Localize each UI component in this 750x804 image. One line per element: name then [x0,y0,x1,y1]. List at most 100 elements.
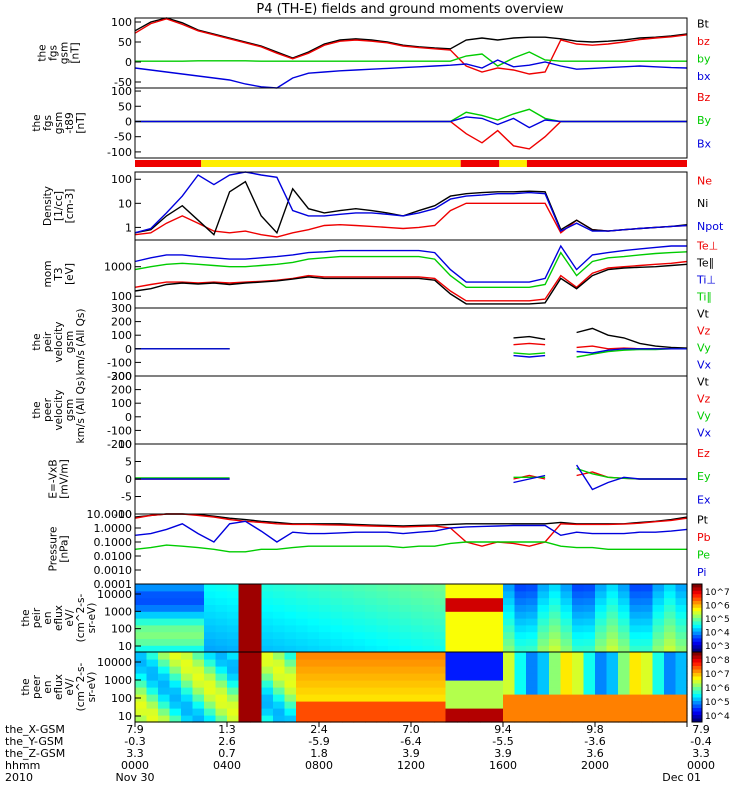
heat-cell [215,666,228,674]
legend-entry: Pe [697,549,710,562]
legend-entry: Vz [697,324,711,337]
heat-cell [560,652,573,660]
heat-cell [192,618,205,626]
heat-cell [273,604,286,612]
heat-cell [135,618,148,626]
heat-cell [434,638,447,646]
footer-value: 0400 [213,759,241,772]
heat-cell [376,624,389,633]
heat-cell [399,659,412,667]
heat-cell [273,590,286,599]
heat-cell [595,611,608,619]
heat-cell [273,638,286,646]
heat-cell [365,652,378,660]
heat-cell [652,624,665,633]
heat-cell [537,611,550,619]
heat-cell [549,638,562,646]
heat-cell [526,631,539,639]
heat-cell [365,701,378,709]
ylabel-line: [mV/m] [59,459,71,498]
heat-cell [560,687,573,695]
heat-cell [457,652,470,660]
heat-cell [204,666,217,674]
ylabel-line: Density [42,186,54,226]
heat-cell [192,597,205,605]
legend-entry: Ti∥ [696,290,712,303]
heat-cell [549,708,562,716]
panel-frame [134,307,688,377]
heat-cell [307,638,320,646]
heat-cell [284,590,297,599]
heat-cell [330,590,343,599]
heat-cell [238,680,251,688]
heat-cell [457,597,470,605]
ytick-label: 0.0100 [94,550,133,563]
heat-cell [664,687,677,695]
heat-cell [537,715,550,723]
heat-cell [181,590,194,599]
heat-cell [296,673,309,681]
heat-cell [353,645,366,653]
footer-value: 7.0 [402,723,420,736]
heat-cell [135,708,148,716]
heat-cell [376,687,389,695]
heat-cell [652,631,665,639]
heat-cell [284,638,297,646]
ytick-label: -50 [114,76,132,89]
ytick-label: 10 [118,640,132,653]
heat-cell [411,694,424,702]
heat-cell [238,715,251,723]
heat-cell [146,666,159,674]
heat-cell [181,715,194,723]
heat-cell [365,666,378,674]
heat-cell [491,701,504,709]
heat-cell [411,680,424,688]
heat-cell [261,604,274,612]
heat-cell [307,673,320,681]
heat-cell [146,652,159,660]
heat-cell [572,604,585,612]
heat-cell [595,673,608,681]
heat-cell [411,590,424,599]
heat-cell [319,604,332,612]
heat-cell [618,624,631,633]
legend-entry: Ex [697,494,711,507]
heat-cell [238,673,251,681]
heat-cell [445,715,458,723]
heat-cell [503,611,516,619]
heat-cell [204,584,217,592]
heat-cell [250,680,263,688]
heat-cell [227,687,240,695]
heat-cell [514,652,527,660]
heat-cell [273,666,286,674]
heat-cell [181,652,194,660]
heat-cell [227,597,240,605]
heat-cell [618,715,631,723]
heat-cell [353,631,366,639]
heat-cell [227,680,240,688]
heat-cell [399,638,412,646]
heat-cell [537,638,550,646]
heat-cell [526,597,539,605]
panel-frame [134,87,688,159]
heat-cell [629,687,642,695]
heat-cell [411,715,424,723]
heat-cell [618,701,631,709]
heat-cell [503,687,516,695]
heat-cell [146,590,159,599]
heat-cell [641,715,654,723]
heat-cell [296,604,309,612]
heat-cell [399,604,412,612]
legend-entry: Pt [697,514,709,527]
ylabel-line: velocity [53,321,65,362]
heat-cell [641,659,654,667]
heat-cell [284,694,297,702]
ylabel-line: en [42,680,54,693]
heat-cell [480,590,493,599]
heat-cell [215,715,228,723]
heat-cell [227,584,240,592]
series-pressure-1 [134,513,688,547]
heat-cell [664,590,677,599]
heat-cell [572,666,585,674]
heat-cell [422,624,435,633]
